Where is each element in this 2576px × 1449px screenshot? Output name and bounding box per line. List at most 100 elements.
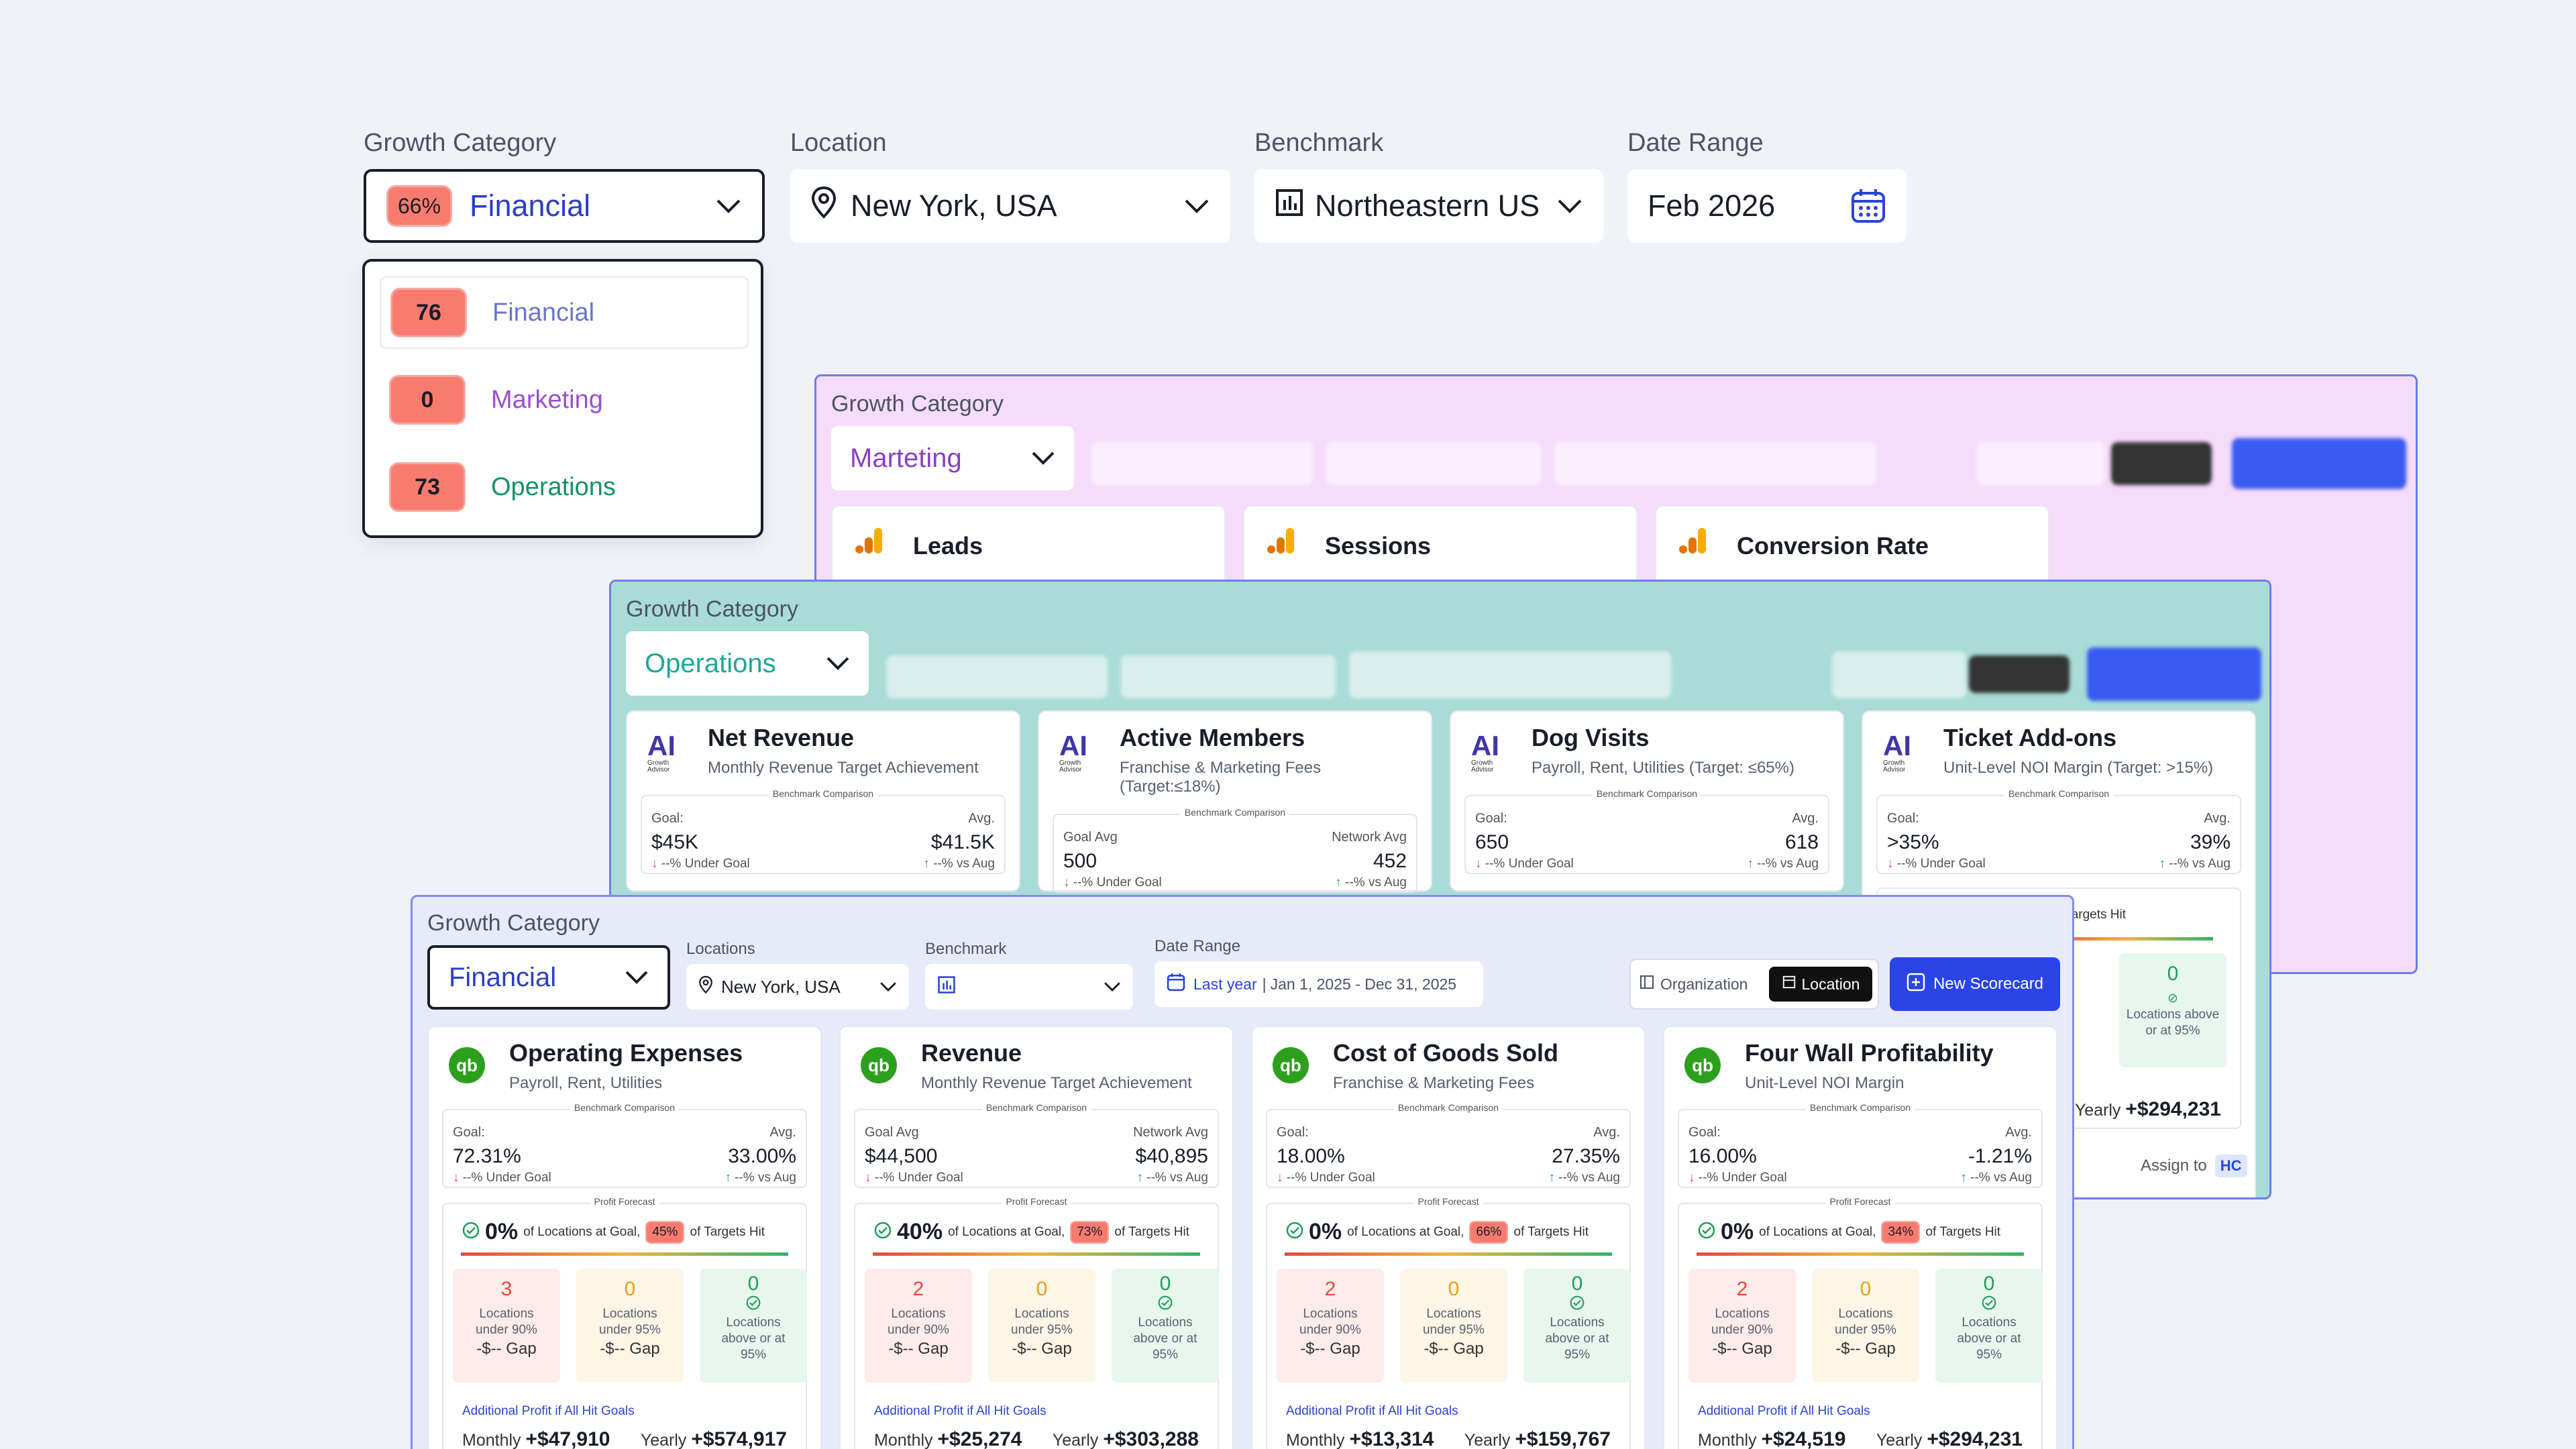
card-title: Four Wall Profitability bbox=[1745, 1039, 1994, 1067]
tile-above-95: 0 ⊘ Locations above or at 95% bbox=[2119, 953, 2226, 1067]
panel-growth-label: Growth Category bbox=[427, 910, 600, 936]
profit-caption: Profit Forecast bbox=[1825, 1196, 1895, 1207]
profit-totals: Monthly +$25,274 Yearly +$303,288 bbox=[874, 1428, 1199, 1449]
locations-label: Locations bbox=[686, 940, 755, 958]
calendar-icon[interactable] bbox=[1850, 188, 1886, 224]
marketing-category-select[interactable]: Marteting bbox=[831, 426, 1074, 490]
blurred-location-select bbox=[886, 655, 1108, 698]
financial-card[interactable]: qb Revenue Monthly Revenue Target Achiev… bbox=[839, 1026, 1234, 1449]
goal-delta: ↓ --% Under Goal bbox=[1887, 857, 1986, 871]
profit-forecast: Profit Forecast 0% of Locations at Goal,… bbox=[1266, 1196, 1631, 1449]
goal-label: Goal: bbox=[651, 811, 684, 826]
growth-category-select[interactable]: 66% Financial bbox=[364, 169, 765, 243]
targets-hit-badge: 34% bbox=[1881, 1220, 1921, 1244]
locations-at-goal-pct: 40% bbox=[897, 1219, 943, 1244]
dropdown-item-marketing[interactable]: 0 Marketing bbox=[380, 364, 749, 436]
additional-profit-link[interactable]: Additional Profit if All Hit Goals bbox=[1698, 1404, 1870, 1418]
tile-label: Locations under 90% bbox=[1711, 1307, 1773, 1337]
financial-card[interactable]: qb Four Wall Profitability Unit-Level NO… bbox=[1663, 1026, 2057, 1449]
growth-score-badge: 66% bbox=[386, 185, 452, 227]
benchmark-label: Benchmark bbox=[925, 940, 1007, 958]
operations-category-select[interactable]: Operations bbox=[626, 631, 869, 696]
card-title: Revenue bbox=[921, 1039, 1022, 1067]
assign-to[interactable]: Assign to HC bbox=[2141, 1155, 2247, 1177]
financial-card[interactable]: qb Cost of Goods Sold Franchise & Market… bbox=[1251, 1026, 1646, 1449]
targets-hit-text: of Targets Hit bbox=[1513, 1224, 1589, 1239]
card-title: Operating Expenses bbox=[509, 1039, 743, 1067]
profit-forecast: Profit Forecast 0% of Locations at Goal,… bbox=[1678, 1196, 2043, 1449]
goal-delta: ↓ --% Under Goal bbox=[1475, 857, 1574, 871]
goal-value: 72.31% bbox=[453, 1145, 521, 1167]
avg-label: Avg. bbox=[968, 811, 995, 826]
profit-forecast: Profit Forecast 0% of Locations at Goal,… bbox=[442, 1196, 807, 1449]
dropdown-score-badge: 73 bbox=[389, 462, 466, 512]
avg-delta: ↑ --% vs Aug bbox=[1335, 875, 1407, 890]
dropdown-item-operations[interactable]: 73 Operations bbox=[380, 451, 749, 523]
operations-card[interactable]: AI Growth Advisor Active Members Franchis… bbox=[1038, 710, 1432, 893]
tile-count: 0 bbox=[747, 1273, 759, 1295]
progress-gradient-bar bbox=[2039, 937, 2213, 941]
date-range-picker[interactable]: Feb 2026 bbox=[1627, 169, 1907, 243]
locations-at-goal-pct: 0% bbox=[1721, 1219, 1754, 1244]
goal-label: Goal: bbox=[1887, 811, 1919, 826]
tile-gap: -$-- Gap bbox=[888, 1340, 949, 1358]
tile-count: 0 bbox=[1448, 1278, 1460, 1300]
avg-label: Avg. bbox=[2005, 1125, 2032, 1140]
tile-label: Locations under 90% bbox=[888, 1307, 949, 1337]
avg-value: 27.35% bbox=[1552, 1145, 1620, 1167]
tile-under-90: 3 Locations under 90% -$-- Gap bbox=[453, 1269, 560, 1383]
yearly-value: +$159,767 bbox=[1515, 1428, 1611, 1449]
ai-growth-advisor-icon: AI Growth Advisor bbox=[1883, 730, 1911, 773]
operations-card[interactable]: AI Growth Advisor Dog Visits Payroll, Ren… bbox=[1450, 710, 1844, 892]
locations-at-goal-text: of Locations at Goal, bbox=[1347, 1224, 1464, 1239]
avg-value: 33.00% bbox=[728, 1145, 796, 1167]
avg-value: $40,895 bbox=[1135, 1145, 1208, 1167]
targets-hit-text: of Targets Hit bbox=[1925, 1224, 2001, 1239]
avg-delta: ↑ --% vs Aug bbox=[923, 857, 995, 871]
avg-label: Avg. bbox=[769, 1125, 796, 1140]
blurred-location-select bbox=[1091, 442, 1313, 485]
tile-count: 0 bbox=[1983, 1273, 1995, 1295]
dropdown-item-label: Marketing bbox=[491, 385, 603, 414]
tile-label: Locations under 90% bbox=[476, 1307, 537, 1337]
additional-profit-link[interactable]: Additional Profit if All Hit Goals bbox=[462, 1404, 635, 1418]
benchmark-select[interactable]: Northeastern US bbox=[1254, 169, 1603, 243]
targets-hit-badge: 66% bbox=[1469, 1220, 1509, 1244]
profit-caption: Profit Forecast bbox=[590, 1196, 659, 1207]
yearly-value: +$303,288 bbox=[1103, 1428, 1199, 1449]
store-icon bbox=[1782, 975, 1796, 994]
tile-count: 2 bbox=[912, 1278, 924, 1300]
new-scorecard-button[interactable]: New Scorecard bbox=[1890, 957, 2060, 1011]
benchmark-caption: Benchmark Comparison bbox=[981, 1102, 1091, 1113]
additional-profit-link[interactable]: Additional Profit if All Hit Goals bbox=[874, 1404, 1046, 1418]
assignee-avatar: HC bbox=[2214, 1155, 2247, 1177]
check-circle-icon: ⊘ bbox=[2167, 991, 2178, 1006]
tile-label: Locations above or at 95% bbox=[1133, 1316, 1197, 1362]
financial-category-select[interactable]: Financial bbox=[427, 945, 670, 1010]
date-range-value: Feb 2026 bbox=[1648, 189, 1776, 223]
date-range-picker[interactable]: Last year | Jan 1, 2025 - Dec 31, 2025 bbox=[1155, 961, 1483, 1007]
card-subtitle: Franchise & Marketing Fees (Target:≤18%) bbox=[1120, 759, 1322, 796]
goal-label: Goal: bbox=[453, 1125, 485, 1140]
financial-card[interactable]: qb Operating Expenses Payroll, Rent, Uti… bbox=[427, 1026, 822, 1449]
location-select[interactable]: New York, USA bbox=[790, 169, 1230, 243]
additional-profit-link[interactable]: Additional Profit if All Hit Goals bbox=[1286, 1404, 1458, 1418]
avg-delta: ↑ --% vs Aug bbox=[1548, 1171, 1620, 1185]
avg-delta: ↑ --% vs Aug bbox=[1960, 1171, 2032, 1185]
locations-select[interactable]: New York, USA bbox=[686, 964, 909, 1010]
toggle-location[interactable]: Location bbox=[1769, 967, 1872, 1002]
dropdown-item-financial[interactable]: 76 Financial bbox=[380, 276, 749, 349]
card-subtitle: Monthly Revenue Target Achievement bbox=[921, 1074, 1192, 1092]
operations-card[interactable]: AI Growth Advisor Net Revenue Monthly Rev… bbox=[626, 710, 1020, 892]
locations-at-goal-text: of Locations at Goal, bbox=[523, 1224, 641, 1239]
goal-value: $44,500 bbox=[865, 1145, 938, 1167]
tile-count: 0 bbox=[1860, 1278, 1872, 1300]
toggle-organization[interactable]: Organization bbox=[1639, 968, 1748, 1000]
card-title: Active Members bbox=[1120, 724, 1305, 751]
tile-count: 0 bbox=[2167, 963, 2179, 985]
avg-delta: ↑ --% vs Aug bbox=[2159, 857, 2231, 871]
quickbooks-icon: qb bbox=[1684, 1047, 1721, 1083]
benchmark-select[interactable] bbox=[925, 964, 1133, 1010]
google-analytics-icon bbox=[1267, 528, 1294, 553]
goal-delta: ↓ --% Under Goal bbox=[453, 1171, 551, 1185]
